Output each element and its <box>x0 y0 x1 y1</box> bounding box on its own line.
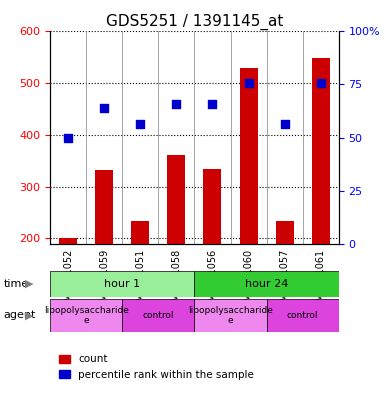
Bar <box>312 58 330 342</box>
Text: lipopolysaccharide
e: lipopolysaccharide e <box>188 306 273 325</box>
Bar <box>203 169 221 342</box>
Bar <box>167 154 186 342</box>
FancyBboxPatch shape <box>50 271 194 297</box>
Text: agent: agent <box>4 310 36 320</box>
Point <box>101 105 107 111</box>
FancyBboxPatch shape <box>266 299 339 332</box>
Bar <box>131 221 149 342</box>
Text: hour 1: hour 1 <box>104 279 140 289</box>
Text: control: control <box>142 311 174 320</box>
Point <box>318 80 324 86</box>
Legend: count, percentile rank within the sample: count, percentile rank within the sample <box>55 350 258 384</box>
Bar <box>239 68 258 342</box>
Title: GDS5251 / 1391145_at: GDS5251 / 1391145_at <box>106 14 283 30</box>
Text: hour 24: hour 24 <box>245 279 288 289</box>
Text: control: control <box>287 311 318 320</box>
Point <box>281 120 288 127</box>
FancyBboxPatch shape <box>194 271 339 297</box>
Bar <box>59 239 77 342</box>
Bar <box>95 170 113 342</box>
Point <box>173 101 179 107</box>
Text: ▶: ▶ <box>25 279 33 289</box>
Text: lipopolysaccharide
e: lipopolysaccharide e <box>44 306 129 325</box>
Point <box>209 101 216 107</box>
Text: ▶: ▶ <box>25 310 33 320</box>
FancyBboxPatch shape <box>194 299 266 332</box>
FancyBboxPatch shape <box>50 299 122 332</box>
Point <box>65 134 71 141</box>
FancyBboxPatch shape <box>122 299 194 332</box>
Text: time: time <box>4 279 29 289</box>
Bar <box>276 221 294 342</box>
Point <box>137 120 143 127</box>
Point <box>246 80 252 86</box>
